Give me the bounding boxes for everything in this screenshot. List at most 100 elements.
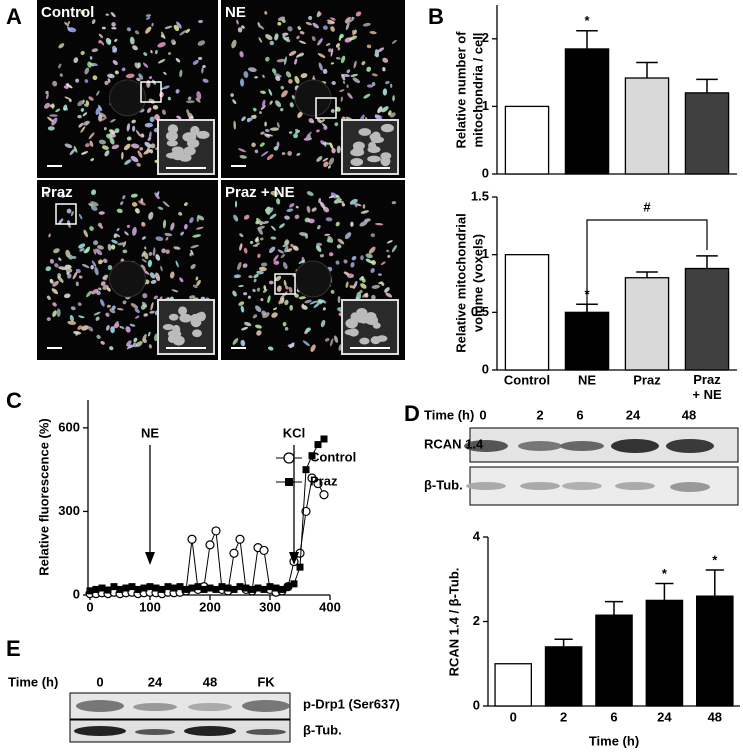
mitochondrion [259, 237, 264, 241]
mitochondrion [360, 275, 365, 281]
mitochondrion [345, 19, 354, 24]
mitochondrion [254, 242, 261, 247]
mitochondrion [289, 203, 295, 208]
data-point [116, 585, 124, 593]
mitochondrion [292, 245, 299, 251]
bar [624, 277, 670, 371]
data-point [146, 583, 154, 591]
mitochondrion [123, 143, 131, 151]
x-tick-label: NE [578, 372, 596, 387]
mitochondrion [303, 137, 313, 141]
mitochondrion [143, 52, 148, 56]
inset-mitochondrion [359, 337, 370, 345]
x-tick-label: 100 [139, 599, 161, 614]
mitochondrion [360, 255, 364, 261]
lane-label: 24 [148, 674, 163, 689]
mitochondrion [317, 225, 321, 230]
mitochondrion [87, 61, 92, 68]
mitochondrion [311, 207, 317, 212]
mitochondrion [326, 19, 335, 24]
mitochondrion [185, 28, 191, 34]
mitochondrion [196, 279, 201, 286]
mitochondrion [337, 47, 341, 51]
mitochondrion [92, 75, 98, 81]
mitochondrion [150, 49, 153, 54]
mitochondrion [90, 205, 98, 211]
x-tick-label: 300 [259, 599, 281, 614]
mitochondrion [101, 145, 109, 150]
mitochondrion [98, 211, 105, 215]
lane-label: 48 [203, 674, 217, 689]
mitochondrion [68, 254, 73, 260]
mitochondrion [196, 214, 200, 222]
mitochondrion [386, 249, 390, 253]
mitochondrion [135, 130, 141, 137]
panel-letter: B [428, 4, 444, 29]
data-point [158, 585, 166, 593]
mitochondrion [363, 93, 371, 99]
mitochondrion [377, 106, 383, 114]
mitochondrion [178, 212, 183, 216]
mitochondrion [317, 12, 322, 17]
mitochondrion [382, 67, 386, 72]
time-label: Time (h) [8, 674, 58, 689]
mitochondrion [86, 290, 92, 298]
mitochondrion [276, 198, 281, 205]
mitochondrion [231, 39, 237, 49]
mitochondrion [308, 15, 313, 21]
mitochondrion [68, 98, 72, 103]
mitochondrion [140, 133, 145, 138]
mitochondrion [58, 218, 64, 225]
mitochondrion [260, 151, 269, 157]
mitochondrion [198, 56, 203, 61]
mitochondrion [165, 237, 169, 241]
mitochondrion [238, 284, 244, 288]
mitochondrion [260, 90, 266, 94]
mitochondrion [107, 78, 111, 83]
mitochondrion [288, 79, 293, 84]
band [562, 482, 602, 490]
mitochondrion [98, 104, 103, 112]
mitochondrion [81, 263, 90, 269]
mitochondrion [124, 231, 129, 236]
mitochondrion [98, 112, 107, 118]
mitochondrion [139, 147, 144, 151]
mitochondrion [46, 317, 51, 321]
mitochondrion [197, 40, 206, 46]
mitochondrion [369, 31, 377, 35]
mitochondrion [144, 122, 154, 128]
mitochondrion [258, 266, 267, 272]
data-point [164, 583, 172, 591]
mitochondrion [330, 62, 335, 65]
mitochondrion [328, 195, 335, 199]
inset-mitochondrion [167, 330, 182, 338]
mitochondrion [237, 262, 242, 271]
mitochondrion [298, 296, 307, 300]
mitochondrion [98, 259, 103, 265]
mitochondrion [361, 61, 366, 66]
mitochondrion [107, 264, 113, 271]
mitochondrion [335, 194, 340, 198]
mitochondrion [144, 142, 150, 147]
mitochondrion [134, 208, 140, 214]
mitochondrion [142, 62, 149, 68]
mitochondrion [323, 161, 329, 168]
bar [645, 599, 684, 707]
mitochondrion [96, 90, 100, 96]
band [611, 439, 659, 453]
mitochondrion [91, 260, 97, 267]
lane-label: 24 [626, 407, 641, 422]
mitochondrion [179, 277, 184, 283]
data-point [272, 584, 280, 592]
mitochondrion [116, 308, 124, 311]
mitochondrion [273, 260, 280, 265]
mitochondrion [305, 21, 312, 26]
mitochondrion [46, 295, 51, 300]
mitochondrion [266, 154, 274, 161]
mitochondrion [154, 113, 160, 121]
mitochondrion [340, 55, 346, 64]
mitochondrion [91, 288, 99, 295]
band [133, 703, 177, 711]
mitochondrion [119, 325, 125, 329]
